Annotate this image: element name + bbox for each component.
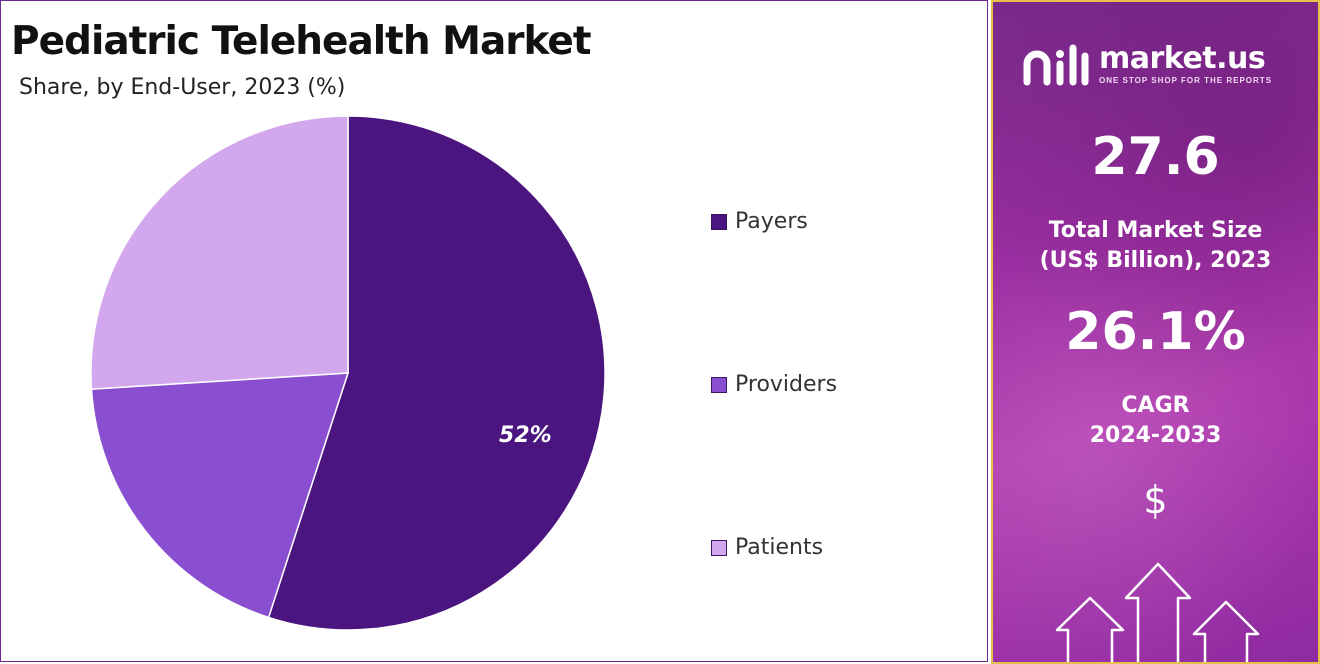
pie-slice-providers [90, 372, 350, 619]
brand-name: market.us [1099, 40, 1266, 76]
legend-swatch-providers [711, 376, 727, 393]
brand-tagline: ONE STOP SHOP FOR THE REPORTS [1099, 75, 1273, 85]
legend-label-patients: Patients [735, 535, 824, 560]
cagr-value: 26.1% [1065, 302, 1246, 362]
legend-label-payers: Payers [735, 209, 808, 234]
market-us-logo-icon [1023, 44, 1089, 86]
chart-subtitle: Share, by End-User, 2023 (%) [19, 75, 346, 100]
legend-item-patients: Patients [711, 535, 823, 560]
chart-panel: Pediatric Telehealth Market Share, by En… [0, 0, 988, 662]
pie-slice-payers [267, 115, 606, 631]
market-size-label-line1: Total Market Size [1048, 218, 1263, 243]
dollar-icon: $ [1143, 478, 1168, 522]
cagr-period: 2024-2033 [1089, 423, 1222, 448]
legend-swatch-patients [711, 539, 727, 556]
legend-swatch-payers [711, 213, 727, 230]
pie-chart: 52% [90, 115, 606, 631]
chart-title: Pediatric Telehealth Market [11, 19, 591, 64]
market-size-label-line2: (US$ Billion), 2023 [1039, 248, 1272, 273]
legend-item-payers: Payers [711, 209, 808, 234]
brand-logo: market.us ONE STOP SHOP FOR THE REPORTS [1023, 42, 1272, 86]
market-size-value: 27.6 [1091, 127, 1220, 187]
legend-item-providers: Providers [711, 372, 837, 397]
cagr-label: CAGR [1121, 393, 1190, 418]
background-overlay [993, 2, 1318, 662]
legend-label-providers: Providers [735, 372, 838, 397]
growth-arrows-icon [1055, 562, 1260, 662]
summary-panel: market.us ONE STOP SHOP FOR THE REPORTS … [991, 0, 1320, 664]
pie-label-payers: 52% [499, 423, 552, 448]
pie-slice-patients [90, 115, 349, 390]
